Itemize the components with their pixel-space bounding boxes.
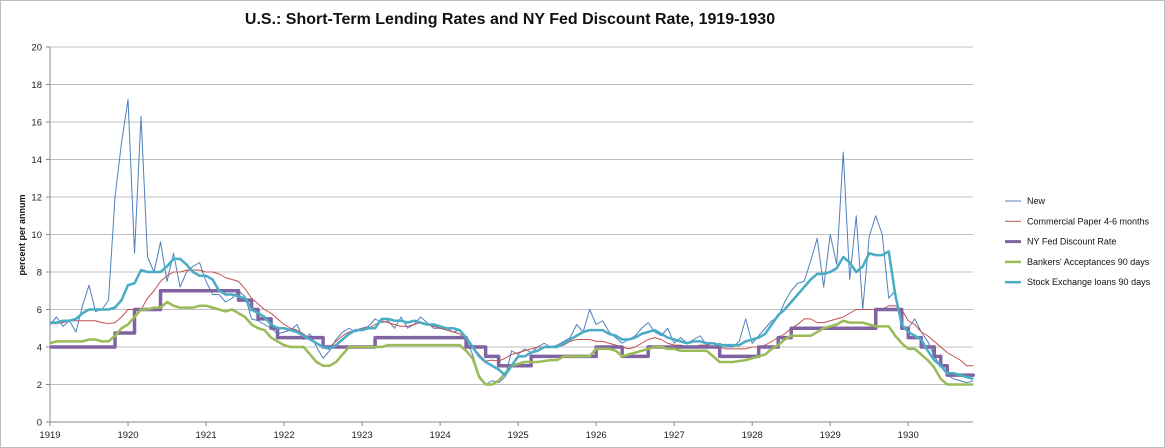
x-tick-label: 1927 (664, 430, 685, 441)
x-tick-label: 1928 (742, 430, 763, 441)
series-line-bankers-acceptances-90-days (49, 300, 974, 386)
y-tick-label: 16 (31, 118, 42, 129)
legend-label: NY Fed Discount Rate (1027, 237, 1116, 247)
y-tick-label: 14 (31, 155, 42, 166)
legend-label: Commercial Paper 4-6 months (1027, 216, 1150, 226)
gridlines (50, 46, 973, 385)
x-tick-label: 1929 (820, 430, 841, 441)
x-tick-label: 1919 (39, 430, 60, 441)
y-tick-label: 6 (37, 305, 42, 316)
x-tick-label: 1926 (586, 430, 607, 441)
y-tick-label: 2 (37, 380, 42, 391)
y-tick-label: 12 (31, 193, 42, 204)
series-line-ny-fed-discount-rate (50, 289, 976, 377)
x-tick-label: 1924 (430, 430, 451, 441)
x-tick-label: 1922 (273, 430, 294, 441)
x-tick-label: 1921 (195, 430, 216, 441)
chart-title: U.S.: Short-Term Lending Rates and NY Fe… (245, 11, 775, 28)
x-tick-label: 1930 (898, 430, 919, 441)
x-tick-label: 1923 (352, 430, 373, 441)
series-lines (49, 99, 976, 386)
y-tick-label: 18 (31, 80, 42, 91)
x-tick-label: 1920 (117, 430, 138, 441)
series-line-stock-exchange-loans-90-days (50, 250, 974, 381)
y-tick-label: 8 (37, 268, 42, 279)
legend: New Commercial Paper 4-6 months NY Fed Dis… (1005, 196, 1151, 287)
legend-label: Bankers' Acceptances 90 days (1027, 257, 1150, 267)
legend-label: Stock Exchange loans 90 days (1027, 277, 1151, 287)
series-line-new (49, 99, 974, 385)
y-tick-label: 4 (37, 343, 42, 354)
y-axis-label: percent per annum (17, 194, 27, 275)
legend-label: New (1027, 196, 1046, 206)
y-tick-label: 10 (31, 230, 42, 241)
x-tick-label: 1925 (508, 430, 529, 441)
axes: 0 2 4 6 8 10 12 14 16 18 20 1919 1920 1921 1922 1923 192… (31, 43, 973, 441)
y-tick-label: 0 (37, 418, 42, 429)
series-line-commercial-paper-4-6-months (50, 269, 974, 367)
y-tick-label: 20 (31, 43, 42, 54)
